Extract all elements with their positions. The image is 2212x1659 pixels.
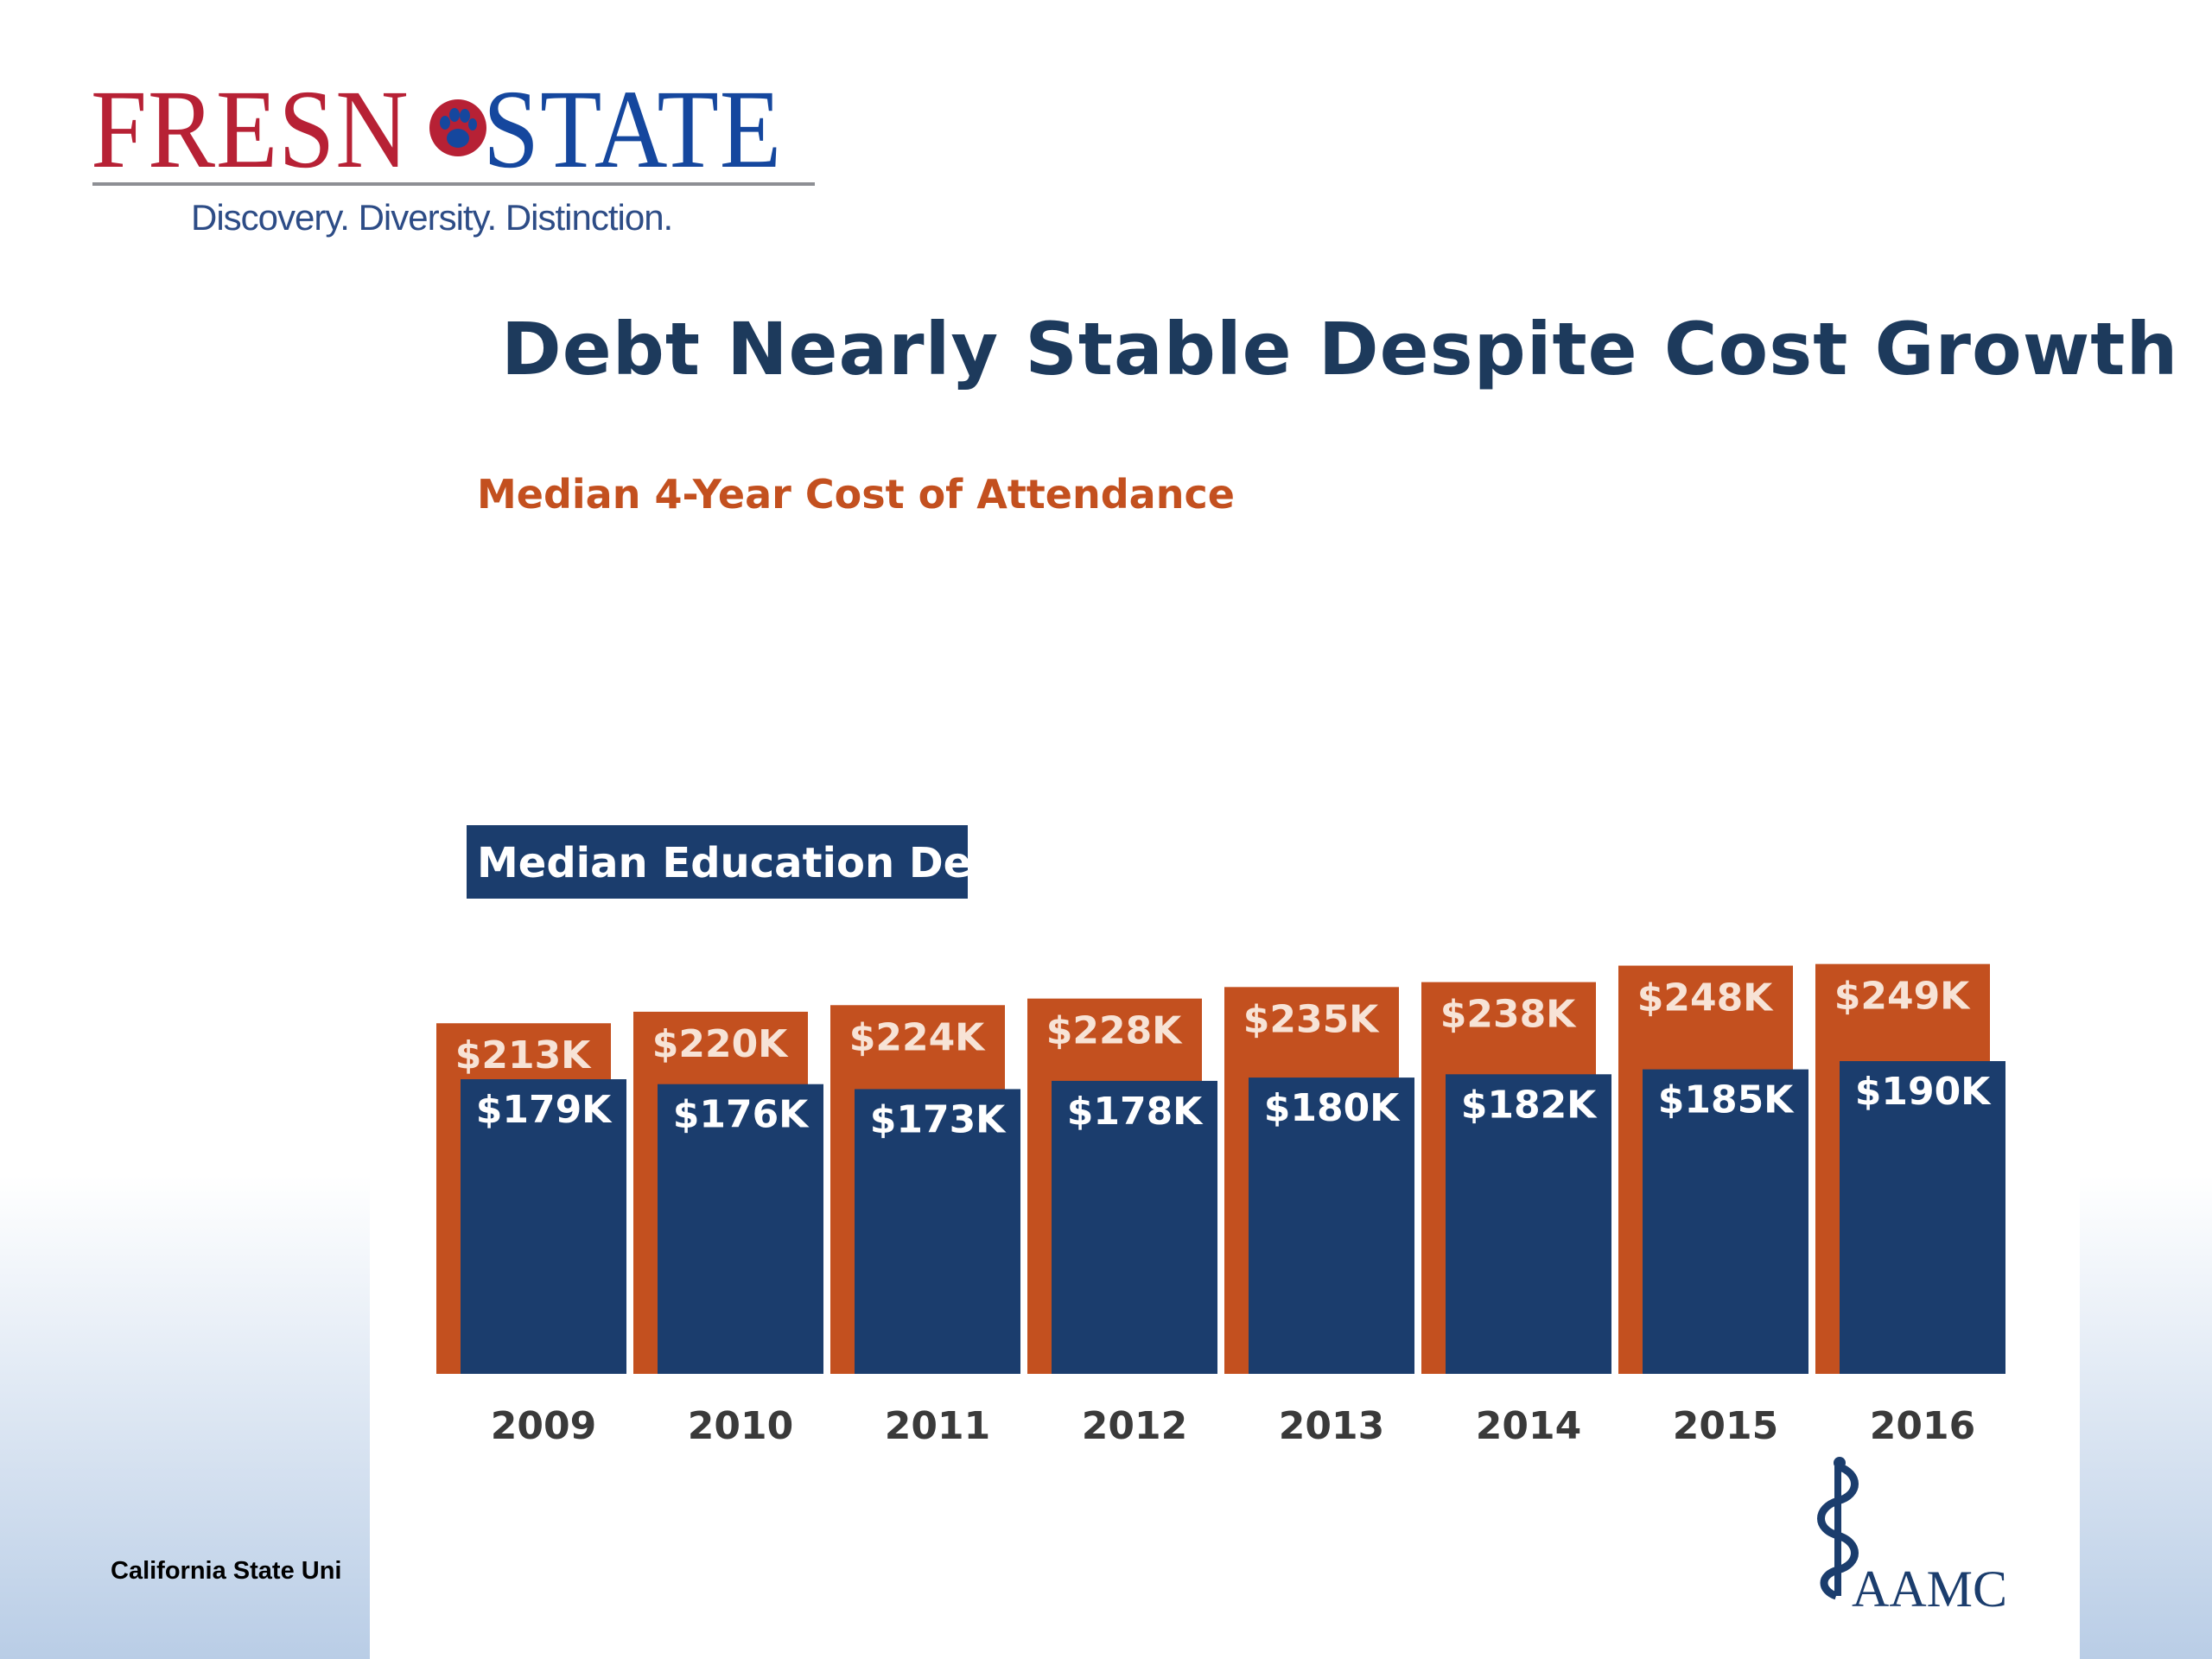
caduceus-icon bbox=[1817, 1457, 1859, 1600]
x-tick-label-2013: 2013 bbox=[1279, 1404, 1384, 1448]
cost-series-label: Median 4-Year Cost of Attendance bbox=[477, 471, 1235, 518]
x-tick-label-2011: 2011 bbox=[885, 1404, 990, 1448]
footer-institution-text: California State Uni bbox=[111, 1557, 342, 1585]
aamc-logo: AAMC bbox=[1817, 1457, 2007, 1618]
debt-value-label-2015: $185K bbox=[1658, 1078, 1795, 1122]
logo-wordmark: FRESN STATE bbox=[91, 67, 815, 192]
aamc-logo-text: AAMC bbox=[1852, 1560, 2007, 1618]
debt-bar-2011 bbox=[855, 1089, 1020, 1374]
debt-value-label-2013: $180K bbox=[1264, 1086, 1401, 1130]
paw-icon bbox=[429, 99, 486, 156]
debt-label-backdrop bbox=[467, 825, 968, 899]
logo-name-part1: FRESN bbox=[91, 67, 410, 192]
x-tick-label-2016: 2016 bbox=[1870, 1404, 1975, 1448]
cost-value-label-2009: $213K bbox=[455, 1033, 592, 1077]
debt-bar-2016 bbox=[1840, 1061, 2005, 1374]
x-tick-label-2015: 2015 bbox=[1673, 1404, 1778, 1448]
x-tick-label-2012: 2012 bbox=[1082, 1404, 1187, 1448]
debt-bar-2013 bbox=[1249, 1077, 1414, 1374]
cost-value-label-2013: $235K bbox=[1243, 997, 1380, 1041]
logo-divider bbox=[92, 182, 815, 186]
debt-bar-2012 bbox=[1052, 1080, 1217, 1374]
debt-bar-2014 bbox=[1446, 1074, 1611, 1374]
cost-value-label-2011: $224K bbox=[849, 1015, 986, 1059]
debt-value-label-2014: $182K bbox=[1461, 1083, 1598, 1127]
cost-value-label-2014: $238K bbox=[1440, 993, 1577, 1037]
x-tick-label-2014: 2014 bbox=[1476, 1404, 1581, 1448]
cost-value-label-2010: $220K bbox=[652, 1022, 789, 1066]
x-tick-label-2009: 2009 bbox=[491, 1404, 596, 1448]
chart-title: Debt Nearly Stable Despite Cost Growth bbox=[501, 307, 2179, 391]
cost-value-label-2015: $248K bbox=[1637, 976, 1774, 1020]
logo-tagline: Discovery. Diversity. Distinction. bbox=[191, 197, 673, 238]
debt-value-label-2009: $179K bbox=[476, 1088, 613, 1132]
cost-value-label-2016: $249K bbox=[1834, 975, 1971, 1019]
logo-name-part2: STATE bbox=[482, 67, 782, 192]
debt-value-label-2010: $176K bbox=[673, 1093, 810, 1137]
debt-bar-2009 bbox=[461, 1079, 626, 1374]
debt-series-label: Median Education Debt bbox=[477, 839, 1021, 887]
fresno-state-logo: FRESN STATE Discovery. Diversity. Distin… bbox=[91, 67, 817, 240]
debt-value-label-2011: $173K bbox=[870, 1097, 1007, 1141]
chart-panel bbox=[370, 280, 2080, 1659]
debt-bar-2010 bbox=[658, 1084, 823, 1374]
x-tick-label-2010: 2010 bbox=[688, 1404, 793, 1448]
debt-value-label-2016: $190K bbox=[1855, 1070, 1992, 1114]
debt-bar-2015 bbox=[1643, 1069, 1808, 1374]
cost-value-label-2012: $228K bbox=[1046, 1009, 1183, 1053]
debt-value-label-2012: $178K bbox=[1067, 1090, 1204, 1134]
